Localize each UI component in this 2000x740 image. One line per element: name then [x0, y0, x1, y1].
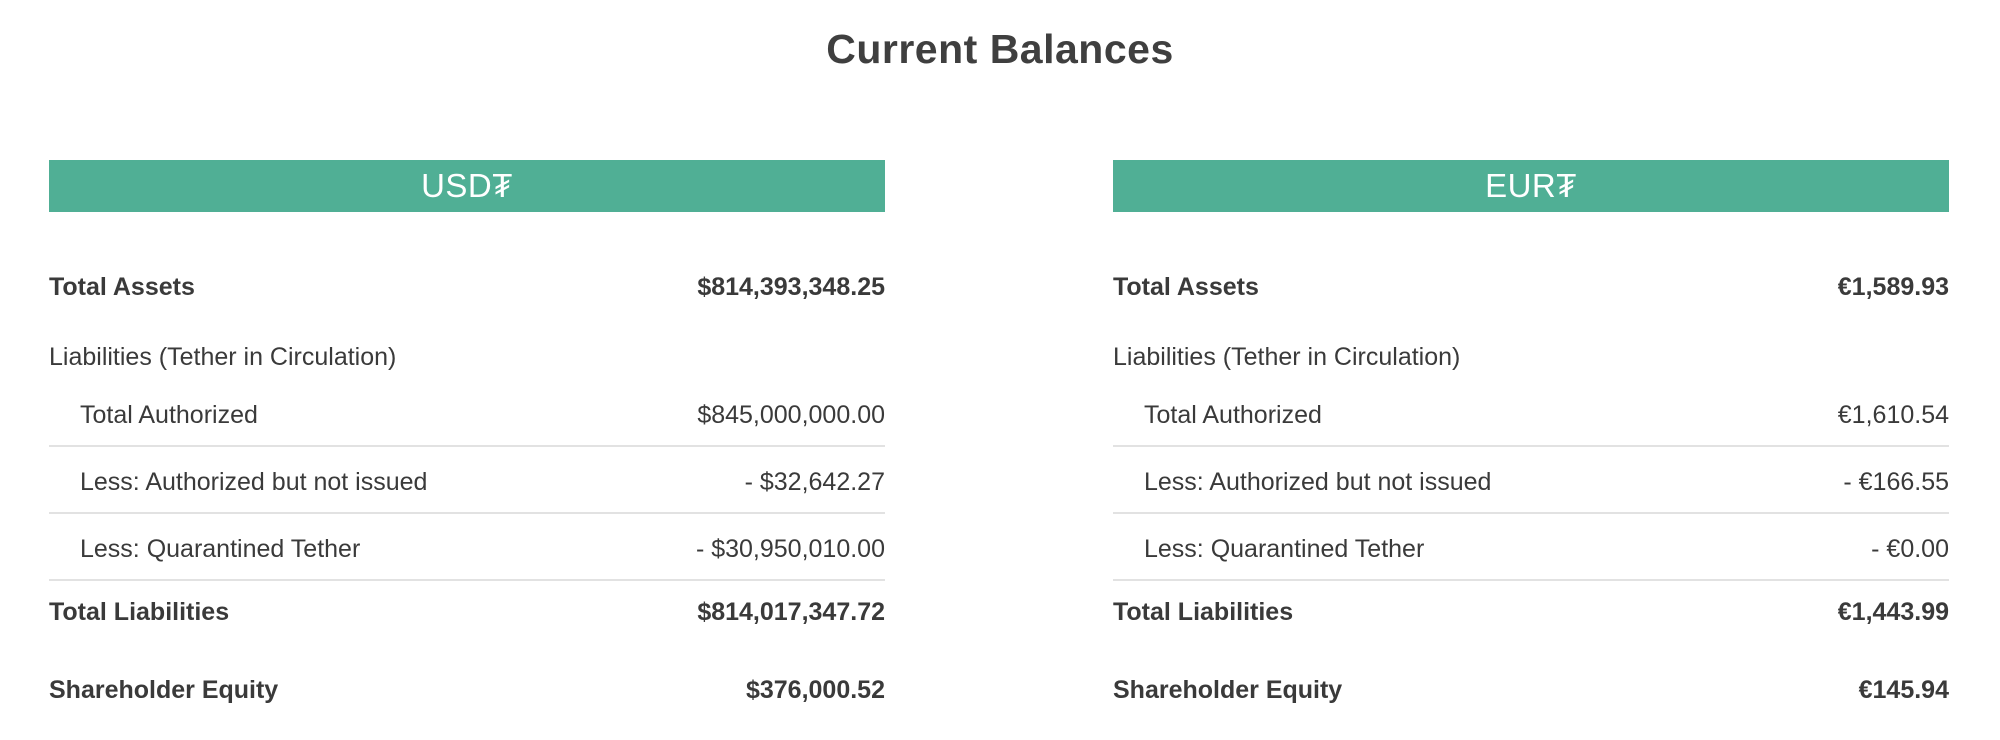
- row-label: Shareholder Equity: [1113, 676, 1343, 704]
- row-total-liabilities: Total Liabilities $814,017,347.72: [49, 597, 885, 627]
- balance-column-eurt: EUR₮ Total Assets €1,589.93 Liabilities …: [1113, 160, 1949, 705]
- row-label: Less: Authorized but not issued: [80, 468, 428, 496]
- row-value: - $30,950,010.00: [695, 535, 885, 563]
- page-title: Current Balances: [826, 26, 1174, 72]
- row-total-authorized: Total Authorized $845,000,000.00: [49, 400, 885, 447]
- row-total-liabilities: Total Liabilities €1,443.99: [1113, 597, 1949, 627]
- row-shareholder-equity: Shareholder Equity $376,000.52: [49, 675, 885, 705]
- row-value: - €166.55: [1843, 468, 1949, 496]
- row-less-quarantined-tether: Less: Quarantined Tether - €0.00: [1113, 514, 1949, 581]
- row-label: Less: Quarantined Tether: [1144, 535, 1425, 563]
- row-less-authorized-not-issued: Less: Authorized but not issued - €166.5…: [1113, 447, 1949, 514]
- row-label: Total Liabilities: [49, 598, 230, 626]
- row-label: Total Assets: [49, 273, 195, 301]
- row-value: - €0.00: [1871, 535, 1949, 563]
- balance-column-usdt: USD₮ Total Assets $814,393,348.25 Liabil…: [49, 160, 885, 705]
- row-value: €1,443.99: [1837, 598, 1949, 626]
- row-liabilities-section: Liabilities (Tether in Circulation): [49, 342, 885, 372]
- row-total-assets: Total Assets €1,589.93: [1113, 272, 1949, 302]
- column-header-eurt: EUR₮: [1113, 160, 1949, 212]
- row-less-authorized-not-issued: Less: Authorized but not issued - $32,64…: [49, 447, 885, 514]
- row-value: $814,017,347.72: [697, 598, 885, 626]
- row-label: Total Authorized: [80, 401, 258, 429]
- row-value: €145.94: [1858, 676, 1949, 704]
- row-label: Total Assets: [1113, 273, 1259, 301]
- row-label: Less: Authorized but not issued: [1144, 468, 1492, 496]
- row-liabilities-section: Liabilities (Tether in Circulation): [1113, 342, 1949, 372]
- column-header-usdt: USD₮: [49, 160, 885, 212]
- row-value: €1,589.93: [1837, 273, 1949, 301]
- section-label: Liabilities (Tether in Circulation): [49, 343, 397, 371]
- balance-columns-container: USD₮ Total Assets $814,393,348.25 Liabil…: [0, 160, 2000, 705]
- row-less-quarantined-tether: Less: Quarantined Tether - $30,950,010.0…: [49, 514, 885, 581]
- row-value: - $32,642.27: [744, 468, 885, 496]
- row-label: Shareholder Equity: [49, 676, 279, 704]
- row-label: Total Authorized: [1144, 401, 1322, 429]
- row-label: Total Liabilities: [1113, 598, 1294, 626]
- row-total-assets: Total Assets $814,393,348.25: [49, 272, 885, 302]
- row-value: $814,393,348.25: [697, 273, 885, 301]
- section-label: Liabilities (Tether in Circulation): [1113, 343, 1461, 371]
- row-value: $376,000.52: [745, 676, 885, 704]
- row-total-authorized: Total Authorized €1,610.54: [1113, 400, 1949, 447]
- row-shareholder-equity: Shareholder Equity €145.94: [1113, 675, 1949, 705]
- row-value: $845,000,000.00: [697, 401, 885, 429]
- row-value: €1,610.54: [1837, 401, 1949, 429]
- row-label: Less: Quarantined Tether: [80, 535, 361, 563]
